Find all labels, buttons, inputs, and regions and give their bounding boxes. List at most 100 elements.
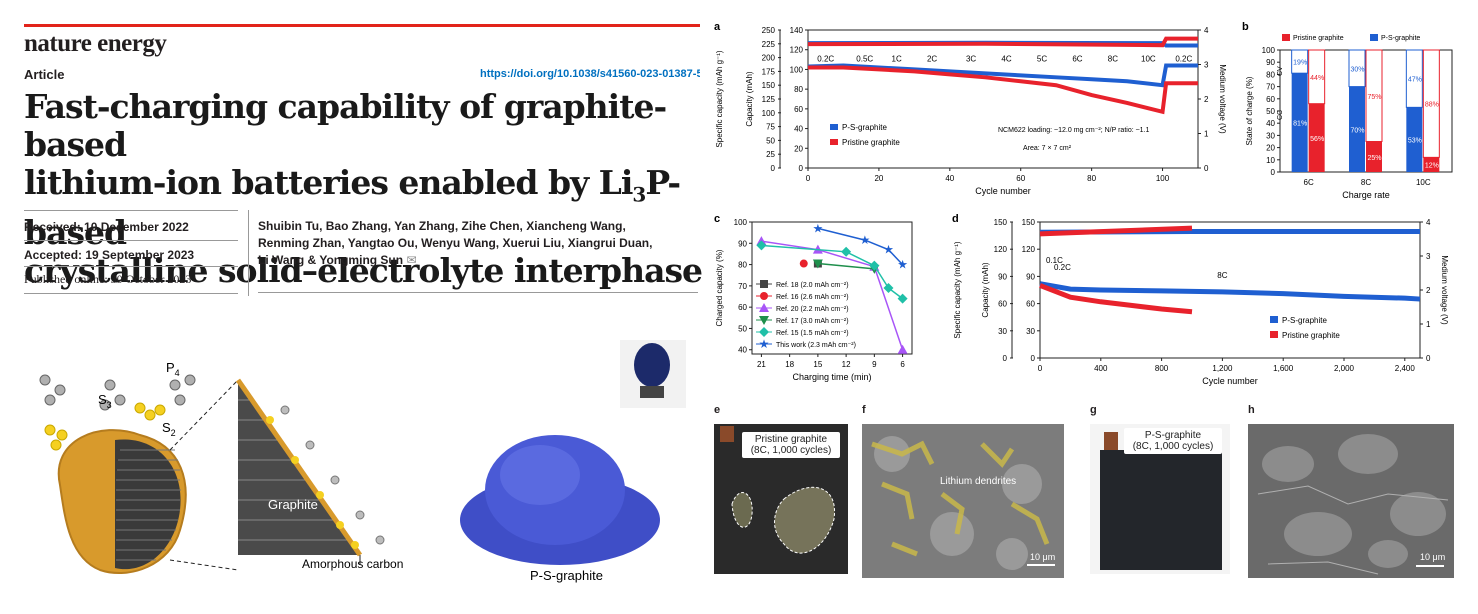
meta-divider: [24, 210, 238, 211]
y-tick-label-a: 125: [762, 95, 776, 104]
yr-tick-label-d: 2: [1426, 286, 1431, 295]
legend-marker-c-5: ★: [759, 337, 770, 351]
article-type: Article: [24, 67, 65, 82]
bar-cc-label-b: 53%: [1408, 138, 1422, 145]
chart-panel-d: d 0 400 800 1,200 1,600 2,000 2,40003060901201…: [952, 213, 1449, 386]
legend-label-d-0: P-S-graphite: [1282, 316, 1327, 325]
author-list: Shuibin Tu, Bao Zhang, Yan Zhang, Zihe C…: [258, 218, 698, 269]
panel-a-letter: a: [714, 21, 721, 33]
x-tick-label-d: 400: [1094, 364, 1108, 373]
rate-label-a: 2C: [927, 55, 937, 64]
y-tick-label-d: 90: [998, 272, 1007, 281]
sem-image-ps-graphite: 10 μm: [1248, 424, 1454, 578]
capacity-series-d-1: [1039, 283, 1193, 315]
meta-divider: [24, 266, 238, 267]
data-point-c-4: [883, 283, 894, 293]
title-line-2: lithium-ion batteries enabled by Li3P-ba…: [24, 163, 681, 252]
y-tick-label-b: 90: [1266, 58, 1275, 67]
annotation-a-1: NCM622 loading: ~12.0 mg cm⁻²; N/P ratio…: [998, 127, 1150, 134]
rate-label-d: 8C: [1217, 271, 1227, 280]
legend-swatch-a-0: [830, 124, 838, 130]
bar-cv-label-b: 47%: [1408, 77, 1422, 84]
y-tick-label-b: 50: [1266, 107, 1275, 116]
data-point-c-5: ★: [897, 258, 908, 272]
y-tick-label-b: 30: [1266, 131, 1275, 140]
data-point-c-4: [897, 293, 908, 304]
y2-tick-label-d: 150: [1022, 218, 1036, 227]
yr-axis-label-d: Medium voltage (V): [1440, 255, 1449, 325]
panel-b-letter: b: [1242, 21, 1249, 33]
y-axis-label-a: Specific capacity (mAh g⁻¹): [715, 50, 724, 147]
x-tick-label-a: 80: [1087, 174, 1096, 183]
bar-cv-label-b: 88%: [1425, 102, 1439, 109]
panel-h-letter: h: [1248, 404, 1255, 416]
bar-cc-b: [1308, 103, 1325, 172]
y-tick-label-a: 0: [771, 164, 776, 173]
bar-cv-b: [1308, 49, 1326, 105]
bar-cv-label-b: 30%: [1350, 66, 1364, 73]
legend-label-c-1: Ref. 16 (2.6 mAh cm⁻²): [776, 294, 849, 301]
title-line-1: Fast-charging capability of graphite-bas…: [24, 87, 667, 164]
data-point-c-4: [869, 260, 880, 271]
plot-frame-c: [751, 221, 913, 355]
x-tick-label-c: 15: [813, 360, 822, 369]
y-tick-label-b: 70: [1266, 83, 1275, 92]
y-tick-label-a: 50: [766, 136, 775, 145]
legend-label-c-3: Ref. 17 (3.0 mAh cm⁻²): [776, 318, 849, 325]
legend-swatch-d-0: [1270, 316, 1278, 323]
schematic-illustration: P4 S3 S2 Graphite Amorphous carbon P-S-g…: [39, 340, 686, 583]
y-tick-label-c: 50: [738, 324, 747, 333]
sulfur-molecules: [44, 402, 166, 451]
amorphous-carbon-label: Amorphous carbon: [302, 557, 403, 571]
voltage-series-a-1: [807, 36, 1198, 48]
y2-tick-label-d: 60: [1026, 300, 1035, 309]
graphite-wedge: [235, 378, 385, 557]
y2-tick-label-a: 40: [794, 125, 803, 134]
x-tick-label-d: 1,600: [1273, 364, 1294, 373]
y-tick-label-a: 225: [762, 40, 776, 49]
x-tick-label-d: 800: [1155, 364, 1169, 373]
y2-tick-label-d: 90: [1026, 272, 1035, 281]
bar-cc-b: [1366, 141, 1382, 172]
data-point-c-4: [841, 246, 852, 257]
title-line-3: crystalline solid–electrolyte interphase: [24, 250, 703, 290]
legend-label-c-2: Ref. 20 (2.2 mAh cm⁻²): [776, 306, 849, 313]
x-tick-label-b: 10C: [1416, 178, 1431, 187]
plot-frame-a: [807, 29, 1199, 169]
legend-marker-c-3: [759, 316, 769, 325]
panel-f-letter: f: [862, 404, 866, 416]
data-point-c-1: [799, 259, 808, 268]
email-icon[interactable]: ✉: [406, 253, 417, 267]
doi-link[interactable]: https://doi.org/10.1038/s41560-023-01387…: [480, 68, 700, 80]
x-tick-label-a: 100: [1156, 174, 1170, 183]
article-title: Fast-charging capability of graphite-bas…: [24, 88, 714, 290]
sem-image-pristine: Lithium dendrites 10 μm: [862, 424, 1064, 578]
y-tick-label-c: 100: [734, 218, 748, 227]
data-point-c-3: [812, 259, 823, 269]
panel-e-letter: e: [714, 404, 721, 416]
data-point-c-4: [756, 240, 767, 251]
bar-cv-b: [1291, 49, 1309, 74]
capacity-series-a-1: [808, 65, 1198, 115]
series-line-c-3: [817, 262, 875, 270]
bar-cc-label-b: 12%: [1425, 163, 1439, 170]
data-point-c-5: ★: [883, 243, 894, 257]
x-tick-label-c: 6: [900, 360, 905, 369]
legend-marker-c-2: [759, 303, 769, 312]
photo-e-label: Pristine graphite (8C, 1,000 cycles): [742, 432, 840, 458]
chart-panel-c: c 21 18 15 12 9 6 40 50 60 70 80 90 100 Charging time…: [714, 213, 913, 382]
y-tick-label-a: 150: [762, 81, 776, 90]
x-tick-label-a: 40: [945, 174, 954, 183]
rate-label-a: 10C: [1141, 55, 1156, 64]
bar-cv-b: [1365, 49, 1383, 142]
y-tick-label-d: 120: [994, 245, 1008, 254]
rate-label-d: 0.2C: [1054, 263, 1071, 272]
side-label-cv: CV: [1277, 66, 1284, 76]
yr-tick-label-d: 3: [1426, 252, 1431, 261]
y-tick-label-a: 250: [762, 26, 776, 35]
series-line-c-5: [817, 227, 904, 266]
bar-cv-b: [1422, 49, 1440, 158]
x-tick-label-a: 60: [1016, 174, 1025, 183]
legend-swatch-d-1: [1270, 331, 1278, 338]
y-tick-label-a: 25: [766, 150, 775, 159]
